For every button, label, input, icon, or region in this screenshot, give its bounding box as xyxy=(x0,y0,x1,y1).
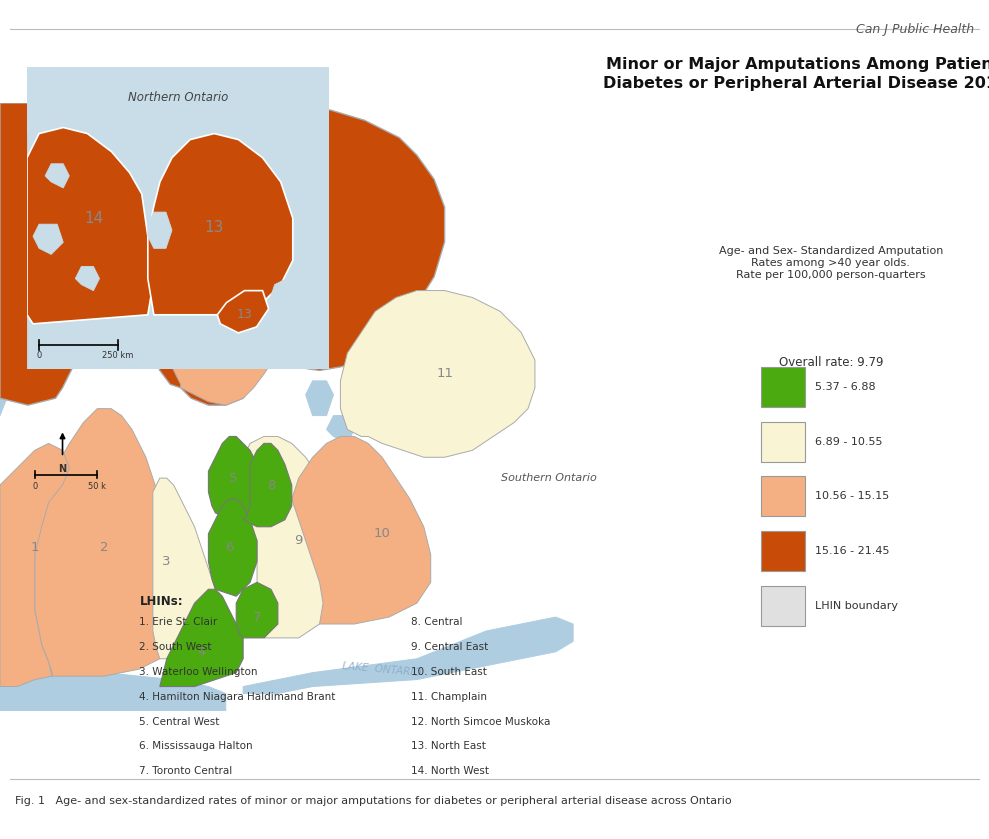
Text: LAKE  ONTARIO: LAKE ONTARIO xyxy=(342,661,422,678)
Text: Northern Ontario: Northern Ontario xyxy=(128,91,228,104)
Polygon shape xyxy=(209,499,257,597)
Text: 13. North East: 13. North East xyxy=(411,742,487,752)
Text: 5. Central West: 5. Central West xyxy=(139,717,220,727)
Polygon shape xyxy=(209,436,264,520)
Polygon shape xyxy=(45,214,83,249)
Text: 10: 10 xyxy=(374,527,391,540)
Text: 7: 7 xyxy=(253,611,261,623)
Text: 11. Champlain: 11. Champlain xyxy=(411,691,488,701)
Bar xyxy=(762,586,805,626)
Polygon shape xyxy=(167,290,271,405)
Polygon shape xyxy=(0,443,69,686)
Polygon shape xyxy=(27,67,63,133)
Polygon shape xyxy=(147,133,293,315)
Text: 5.37 - 6.88: 5.37 - 6.88 xyxy=(815,382,875,392)
Text: LHINs:: LHINs: xyxy=(139,595,183,607)
Text: 14: 14 xyxy=(84,211,103,226)
Polygon shape xyxy=(132,242,174,311)
Text: 2. South West: 2. South West xyxy=(139,642,212,652)
Polygon shape xyxy=(340,290,535,457)
Text: 10.56 - 15.15: 10.56 - 15.15 xyxy=(815,492,889,502)
Polygon shape xyxy=(27,67,329,369)
Text: 250 km: 250 km xyxy=(102,351,134,360)
Text: 9: 9 xyxy=(295,534,303,547)
Text: 50 k: 50 k xyxy=(88,482,106,491)
Polygon shape xyxy=(0,103,225,405)
Text: 3: 3 xyxy=(162,555,171,568)
Text: 3. Waterloo Wellington: 3. Waterloo Wellington xyxy=(139,667,258,677)
Text: 13: 13 xyxy=(205,220,224,235)
Polygon shape xyxy=(243,617,574,694)
Text: 1: 1 xyxy=(31,541,39,554)
Text: 8: 8 xyxy=(267,478,275,492)
Bar xyxy=(762,477,805,516)
Text: Age- and Sex- Standardized Amputation
Rates among >40 year olds.
Rate per 100,00: Age- and Sex- Standardized Amputation Ra… xyxy=(719,247,943,279)
Text: 6. Mississauga Halton: 6. Mississauga Halton xyxy=(139,742,253,752)
Polygon shape xyxy=(264,329,292,363)
Polygon shape xyxy=(75,267,100,290)
Polygon shape xyxy=(292,436,431,624)
Text: 1. Erie St. Clair: 1. Erie St. Clair xyxy=(139,617,218,627)
Polygon shape xyxy=(160,589,243,686)
Text: 14. North West: 14. North West xyxy=(411,766,490,776)
Bar xyxy=(762,421,805,461)
Text: 0: 0 xyxy=(37,351,42,360)
Text: 4. Hamilton Niagara Haldimand Brant: 4. Hamilton Niagara Haldimand Brant xyxy=(139,691,336,701)
Text: 6: 6 xyxy=(225,541,233,554)
Text: 7. Toronto Central: 7. Toronto Central xyxy=(139,766,232,776)
Text: Overall rate: 9.79: Overall rate: 9.79 xyxy=(778,356,883,369)
Polygon shape xyxy=(45,164,69,188)
Text: 13: 13 xyxy=(262,288,280,300)
Text: 12: 12 xyxy=(214,343,230,356)
Text: 2: 2 xyxy=(100,541,109,554)
Polygon shape xyxy=(0,665,225,711)
Polygon shape xyxy=(326,415,354,443)
Text: 5: 5 xyxy=(228,472,237,485)
Polygon shape xyxy=(243,443,292,527)
Polygon shape xyxy=(153,201,257,405)
Polygon shape xyxy=(236,582,278,638)
Text: 13: 13 xyxy=(236,308,252,321)
Polygon shape xyxy=(269,273,323,333)
Text: Southern Ontario: Southern Ontario xyxy=(501,473,596,483)
Polygon shape xyxy=(153,478,216,659)
Polygon shape xyxy=(62,269,111,363)
Text: Fig. 1   Age- and sex-standardized rates of minor or major amputations for diabe: Fig. 1 Age- and sex-standardized rates o… xyxy=(15,796,732,806)
Text: 11: 11 xyxy=(436,367,453,380)
Text: 10. South East: 10. South East xyxy=(411,667,488,677)
Polygon shape xyxy=(80,165,118,197)
Text: Can J Public Health: Can J Public Health xyxy=(856,23,974,36)
Polygon shape xyxy=(306,381,333,415)
Polygon shape xyxy=(243,436,340,638)
Text: LHIN boundary: LHIN boundary xyxy=(815,601,898,611)
Polygon shape xyxy=(35,409,181,676)
Polygon shape xyxy=(218,290,269,333)
Text: Minor or Major Amputations Among Patients with
Diabetes or Peripheral Arterial D: Minor or Major Amputations Among Patient… xyxy=(602,56,989,91)
Text: 0: 0 xyxy=(32,482,38,491)
Text: N: N xyxy=(58,464,66,474)
Text: 14: 14 xyxy=(96,218,113,231)
Bar xyxy=(762,367,805,407)
Polygon shape xyxy=(147,212,172,248)
Polygon shape xyxy=(0,155,62,415)
Text: 15.16 - 21.45: 15.16 - 21.45 xyxy=(815,546,889,556)
Polygon shape xyxy=(27,128,154,324)
Bar xyxy=(762,531,805,571)
Polygon shape xyxy=(39,269,69,301)
Text: 6.89 - 10.55: 6.89 - 10.55 xyxy=(815,436,882,446)
Text: 12. North Simcoe Muskoka: 12. North Simcoe Muskoka xyxy=(411,717,551,727)
Text: 4: 4 xyxy=(197,645,206,659)
Text: 9. Central East: 9. Central East xyxy=(411,642,489,652)
Polygon shape xyxy=(33,224,63,254)
Polygon shape xyxy=(209,110,445,371)
Text: 8. Central: 8. Central xyxy=(411,617,463,627)
